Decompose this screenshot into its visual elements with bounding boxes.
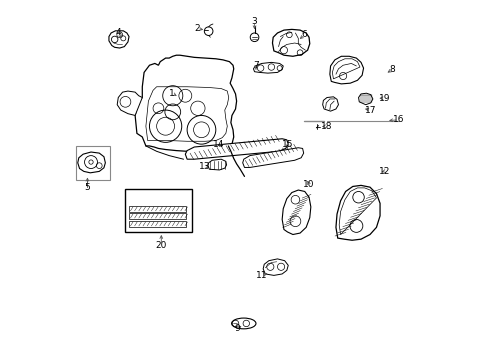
Text: 19: 19 bbox=[378, 94, 389, 103]
Text: 9: 9 bbox=[234, 324, 240, 333]
Polygon shape bbox=[109, 31, 129, 48]
Ellipse shape bbox=[173, 62, 179, 77]
Text: 16: 16 bbox=[392, 115, 404, 124]
Polygon shape bbox=[129, 221, 186, 226]
Polygon shape bbox=[335, 185, 379, 240]
Text: 17: 17 bbox=[364, 105, 376, 114]
Text: 10: 10 bbox=[303, 180, 314, 189]
Polygon shape bbox=[185, 139, 287, 159]
Polygon shape bbox=[282, 190, 310, 234]
Ellipse shape bbox=[181, 62, 187, 76]
Text: 5: 5 bbox=[84, 183, 90, 192]
Polygon shape bbox=[253, 62, 283, 73]
Polygon shape bbox=[358, 93, 372, 105]
Polygon shape bbox=[135, 55, 236, 152]
Polygon shape bbox=[329, 56, 363, 84]
Polygon shape bbox=[207, 159, 226, 170]
Text: 11: 11 bbox=[255, 270, 267, 279]
Ellipse shape bbox=[221, 62, 227, 75]
Text: 12: 12 bbox=[379, 167, 390, 176]
Polygon shape bbox=[242, 148, 303, 167]
Ellipse shape bbox=[197, 62, 203, 76]
Text: 13: 13 bbox=[198, 162, 210, 171]
Polygon shape bbox=[263, 259, 287, 275]
Text: 1: 1 bbox=[169, 89, 175, 98]
Text: 8: 8 bbox=[388, 65, 394, 74]
Text: 18: 18 bbox=[320, 122, 331, 131]
Polygon shape bbox=[322, 97, 338, 111]
Polygon shape bbox=[272, 30, 309, 56]
Ellipse shape bbox=[205, 62, 211, 75]
Text: 20: 20 bbox=[155, 241, 166, 250]
Text: 7: 7 bbox=[253, 62, 258, 71]
Ellipse shape bbox=[213, 62, 220, 75]
Text: 6: 6 bbox=[301, 30, 307, 39]
Bar bbox=[125, 189, 191, 232]
Text: 14: 14 bbox=[213, 140, 224, 149]
Polygon shape bbox=[117, 91, 142, 116]
Text: 2: 2 bbox=[194, 24, 200, 33]
Polygon shape bbox=[129, 213, 186, 219]
Bar bbox=[76, 146, 110, 180]
Text: 4: 4 bbox=[115, 28, 121, 37]
Text: 15: 15 bbox=[281, 140, 293, 149]
Text: 3: 3 bbox=[251, 17, 257, 26]
Polygon shape bbox=[129, 206, 186, 212]
Polygon shape bbox=[78, 152, 105, 173]
Ellipse shape bbox=[189, 62, 195, 76]
